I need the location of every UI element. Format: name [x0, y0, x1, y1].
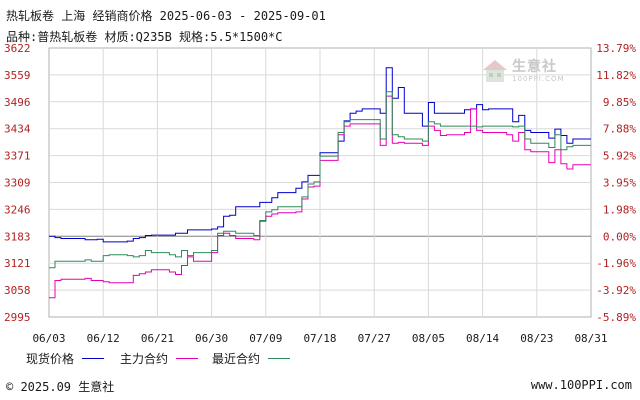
y-tick-label: 3058 [4, 284, 31, 297]
y2-tick-label: 7.88% [603, 123, 636, 136]
y2-tick-label: -3.92% [596, 284, 636, 297]
y-tick-label: 3121 [4, 257, 31, 270]
y-tick-label: 3246 [4, 203, 31, 216]
x-tick-label: 08/14 [466, 332, 499, 345]
x-tick-label: 06/30 [195, 332, 228, 345]
x-tick-label: 06/21 [141, 332, 174, 345]
y2-tick-label: 1.98% [603, 203, 636, 216]
watermark-logo-icon [483, 60, 507, 82]
legend-label-latest-contract: 最近合约 [212, 352, 261, 366]
x-tick-label: 07/18 [303, 332, 336, 345]
y2-tick-label: 13.79% [596, 42, 636, 55]
y-tick-label: 3559 [4, 69, 31, 82]
y2-tick-label: 5.92% [603, 150, 636, 163]
y2-tick-label: 11.82% [596, 69, 636, 82]
y2-tick-label: -1.96% [596, 257, 636, 270]
chart-subtitle: 品种:普热轧板卷 材质:Q235B 规格:5.5*1500*C [6, 30, 283, 44]
y-tick-label: 3183 [4, 230, 31, 243]
legend-label-main-contract: 主力合约 [120, 352, 169, 366]
series-line-main-contract [49, 95, 591, 299]
legend-item-latest-contract: 最近合约 [212, 350, 291, 367]
y2-tick-label: 0.00% [603, 230, 636, 243]
series-line-latest-contract [49, 91, 591, 269]
legend-item-main-contract: 主力合约 [120, 350, 199, 367]
y-tick-label: 3496 [4, 96, 31, 109]
legend-label-spot: 现货价格 [26, 352, 75, 366]
footer-copyright: © 2025.09 生意社 [6, 380, 115, 394]
watermark: 生意社 100PPI.COM [482, 56, 602, 92]
y-tick-label: 3309 [4, 177, 31, 190]
y-tick-label: 3622 [4, 42, 31, 55]
x-tick-label: 07/09 [249, 332, 282, 345]
legend-swatch-spot [82, 358, 105, 359]
x-tick-label: 06/12 [87, 332, 120, 345]
x-tick-label: 06/03 [32, 332, 65, 345]
series-line-spot [49, 67, 591, 243]
y-tick-label: 2995 [4, 311, 31, 324]
y2-tick-label: 9.85% [603, 96, 636, 109]
y-tick-label: 3434 [4, 123, 31, 136]
watermark-url: 100PPI.COM [512, 75, 565, 83]
y2-tick-label: 3.95% [603, 177, 636, 190]
y2-tick-label: -5.89% [596, 311, 636, 324]
legend-swatch-latest-contract [268, 358, 291, 359]
y-tick-label: 3371 [4, 150, 31, 163]
x-tick-label: 08/23 [520, 332, 553, 345]
x-tick-label: 07/27 [358, 332, 391, 345]
watermark-name: 生意社 [512, 59, 557, 75]
x-tick-label: 08/05 [412, 332, 445, 345]
chart-title: 热轧板卷 上海 经销商价格 2025-06-03 - 2025-09-01 [6, 9, 326, 23]
legend-item-spot: 现货价格 [26, 350, 105, 367]
footer-website: www.100PPI.com [530, 378, 632, 392]
legend-swatch-main-contract [176, 358, 199, 359]
x-tick-label: 08/31 [574, 332, 607, 345]
